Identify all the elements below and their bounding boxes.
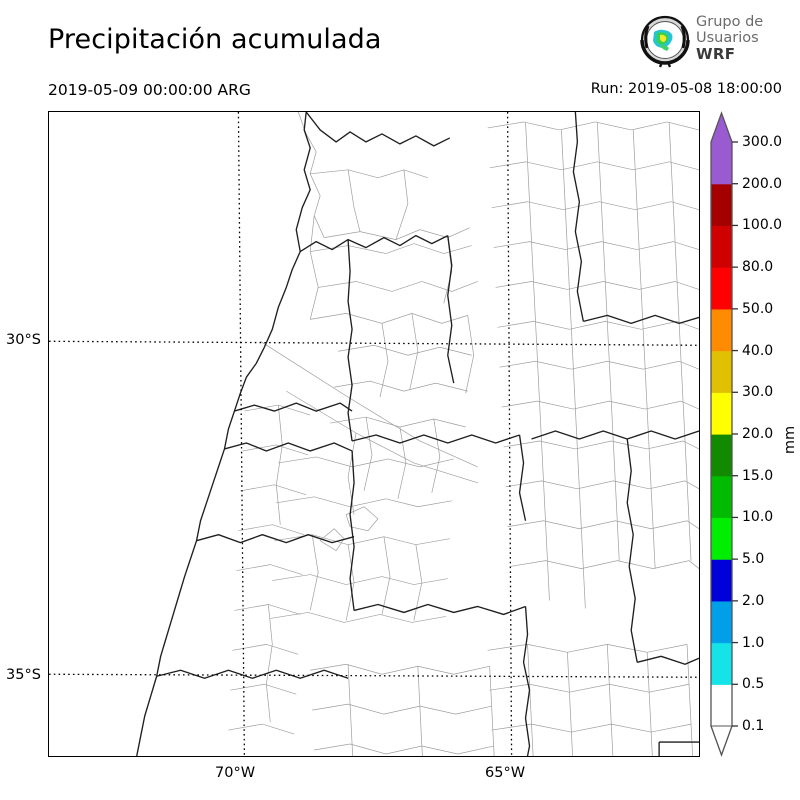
graticule-lon-70 [237, 112, 246, 756]
province-borders-layer [136, 112, 699, 756]
colorbar-over-arrow [711, 113, 732, 142]
colorbar-tick-label: 5.0 [742, 551, 765, 568]
colorbar-tick-label: 80.0 [742, 259, 774, 276]
colorbar-band [711, 475, 732, 519]
colorbar-band [711, 183, 732, 227]
colorbar-band [711, 392, 732, 435]
logo-line-2: Usuarios [696, 30, 759, 46]
colorbar-tick-label: 0.1 [742, 718, 765, 734]
graticule-lat-30 [49, 340, 699, 346]
colorbar-band [711, 684, 732, 727]
colorbar [709, 111, 741, 757]
map-vector-layers [49, 112, 699, 756]
colorbar-tick-label: 20.0 [742, 426, 774, 442]
colorbar-band [711, 559, 732, 602]
valid-time-label: 2019-05-09 00:00:00 ARG [48, 81, 251, 99]
colorbar-tick-label: 10.0 [742, 509, 774, 526]
colorbar-band [711, 225, 732, 268]
run-time-label: Run: 2019-05-08 18:00:00 [590, 81, 782, 97]
colorbar-tick-label: 50.0 [742, 300, 774, 317]
logo-text-block: Grupo de Usuarios WRF [696, 14, 763, 62]
colorbar-band [711, 642, 732, 685]
axis-label-lat-30s: 30°S [6, 332, 41, 348]
colorbar-tick-label: 300.0 [742, 134, 783, 150]
colorbar-tick-label: 1.0 [742, 634, 765, 651]
graticule-lat-35 [49, 673, 699, 678]
colorbar-band [711, 267, 732, 310]
colorbar-band [711, 434, 732, 477]
globe-badge-icon [640, 15, 690, 68]
colorbar-band [711, 517, 732, 560]
wrf-user-group-logo: Grupo de Usuarios WRF [638, 12, 796, 72]
colorbar-unit-label: mm [782, 425, 799, 455]
axis-label-lon-70w: 70°W [215, 765, 256, 781]
colorbar-band [711, 142, 732, 185]
colorbar-band [711, 600, 732, 644]
department-borders-layer [228, 112, 699, 756]
graticule-layer [49, 112, 699, 756]
colorbar-band [711, 350, 732, 393]
logo-line-1: Grupo de [696, 14, 764, 30]
graticule-lon-65 [506, 112, 513, 756]
colorbar-gradient [710, 111, 738, 757]
colorbar-tick-label: 100.0 [742, 217, 783, 234]
colorbar-tick-label: 200.0 [742, 175, 783, 192]
logo-line-3: WRF [696, 45, 736, 63]
colorbar-tick-label: 0.5 [742, 676, 765, 693]
map-plot-area[interactable] [48, 111, 700, 757]
colorbar-tick-label: 40.0 [742, 342, 774, 359]
colorbar-under-arrow [710, 725, 733, 757]
colorbar-band [711, 308, 732, 352]
axis-label-lat-35s: 35°S [6, 667, 41, 683]
axis-label-lon-65w: 65°W [485, 765, 526, 781]
colorbar-tick-label: 15.0 [742, 467, 774, 484]
colorbar-tick-label: 30.0 [742, 384, 774, 401]
page-title: Precipitación acumulada [48, 24, 382, 55]
colorbar-tick-label: 2.0 [742, 592, 765, 609]
